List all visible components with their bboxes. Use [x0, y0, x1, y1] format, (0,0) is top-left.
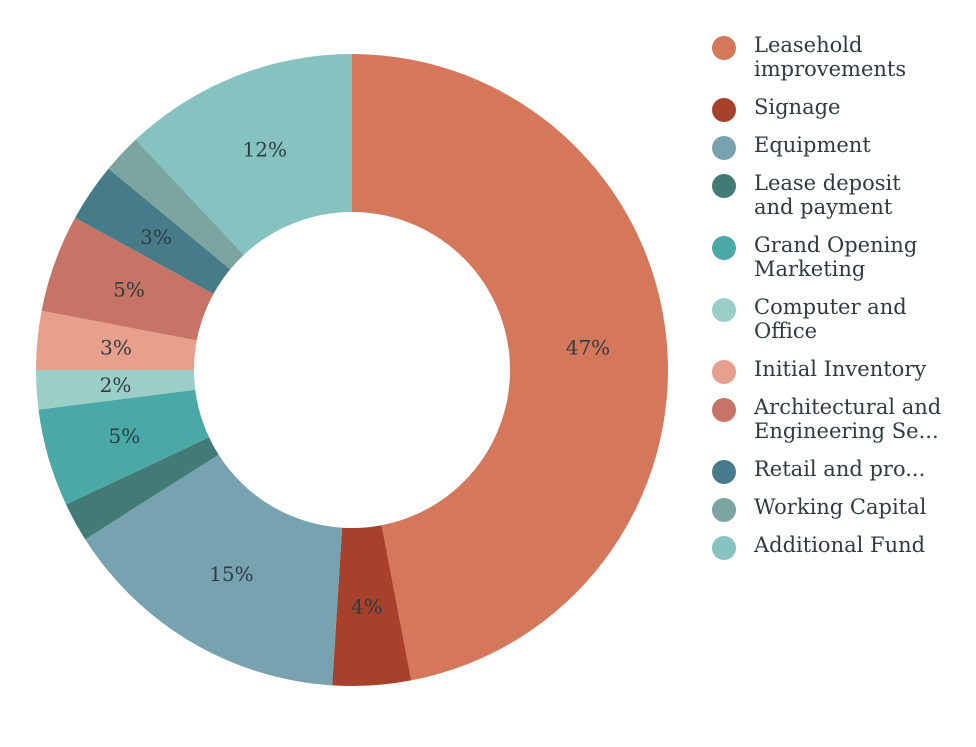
slice-additional_fund[interactable] — [135, 53, 352, 255]
legend-label: Computer and Office — [754, 295, 907, 343]
legend: Leasehold improvements Signage Equipment Le… — [712, 33, 972, 571]
legend-item-retail[interactable]: Retail and pro... — [712, 457, 972, 484]
legend-swatch-icon — [712, 536, 736, 560]
legend-label: Equipment — [754, 133, 871, 157]
slice-label-additional_fund: 12% — [243, 138, 287, 162]
legend-label: Initial Inventory — [754, 357, 927, 381]
slice-equipment[interactable] — [85, 454, 343, 686]
slice-label-leasehold: 47% — [566, 336, 610, 360]
legend-label: Signage — [754, 95, 841, 119]
slice-retail[interactable] — [75, 168, 231, 294]
slice-signage[interactable] — [332, 525, 412, 686]
legend-item-signage[interactable]: Signage — [712, 95, 972, 122]
slice-initial_inventory[interactable] — [36, 310, 197, 370]
slice-label-equipment: 15% — [209, 562, 253, 586]
legend-swatch-icon — [712, 298, 736, 322]
slice-label-signage: 4% — [351, 595, 383, 619]
slice-lease_deposit[interactable] — [66, 437, 219, 540]
legend-item-lease_deposit[interactable]: Lease deposit and payment — [712, 171, 972, 219]
legend-swatch-icon — [712, 360, 736, 384]
legend-swatch-icon — [712, 460, 736, 484]
slice-leasehold[interactable] — [352, 54, 669, 681]
legend-item-initial_inventory[interactable]: Initial Inventory — [712, 357, 972, 384]
legend-label: Working Capital — [754, 495, 927, 519]
slice-architectural[interactable] — [41, 217, 214, 341]
legend-item-leasehold[interactable]: Leasehold improvements — [712, 33, 972, 81]
legend-item-grand_opening[interactable]: Grand Opening Marketing — [712, 233, 972, 281]
legend-swatch-icon — [712, 398, 736, 422]
legend-swatch-icon — [712, 136, 736, 160]
legend-label: Lease deposit and payment — [754, 171, 901, 219]
slice-label-computer_office: 2% — [100, 373, 132, 397]
legend-swatch-icon — [712, 36, 736, 60]
legend-swatch-icon — [712, 498, 736, 522]
legend-item-architectural[interactable]: Architectural and Engineering Se... — [712, 395, 972, 443]
legend-label: Architectural and Engineering Se... — [754, 395, 942, 443]
legend-swatch-icon — [712, 236, 736, 260]
legend-label: Grand Opening Marketing — [754, 233, 918, 281]
legend-label: Additional Fund — [754, 533, 926, 557]
slice-grand_opening[interactable] — [38, 389, 210, 505]
slice-label-architectural: 5% — [113, 278, 145, 302]
legend-item-working_capital[interactable]: Working Capital — [712, 495, 972, 522]
slice-label-grand_opening: 5% — [109, 424, 141, 448]
slice-working_capital[interactable] — [108, 139, 244, 270]
slice-computer_office[interactable] — [36, 370, 196, 410]
legend-label: Retail and pro... — [754, 457, 926, 481]
legend-swatch-icon — [712, 98, 736, 122]
legend-item-additional_fund[interactable]: Additional Fund — [712, 533, 972, 560]
legend-swatch-icon — [712, 174, 736, 198]
slice-label-initial_inventory: 3% — [100, 336, 132, 360]
legend-label: Leasehold improvements — [754, 33, 907, 81]
legend-item-equipment[interactable]: Equipment — [712, 133, 972, 160]
legend-item-computer_office[interactable]: Computer and Office — [712, 295, 972, 343]
slice-label-retail: 3% — [140, 225, 172, 249]
